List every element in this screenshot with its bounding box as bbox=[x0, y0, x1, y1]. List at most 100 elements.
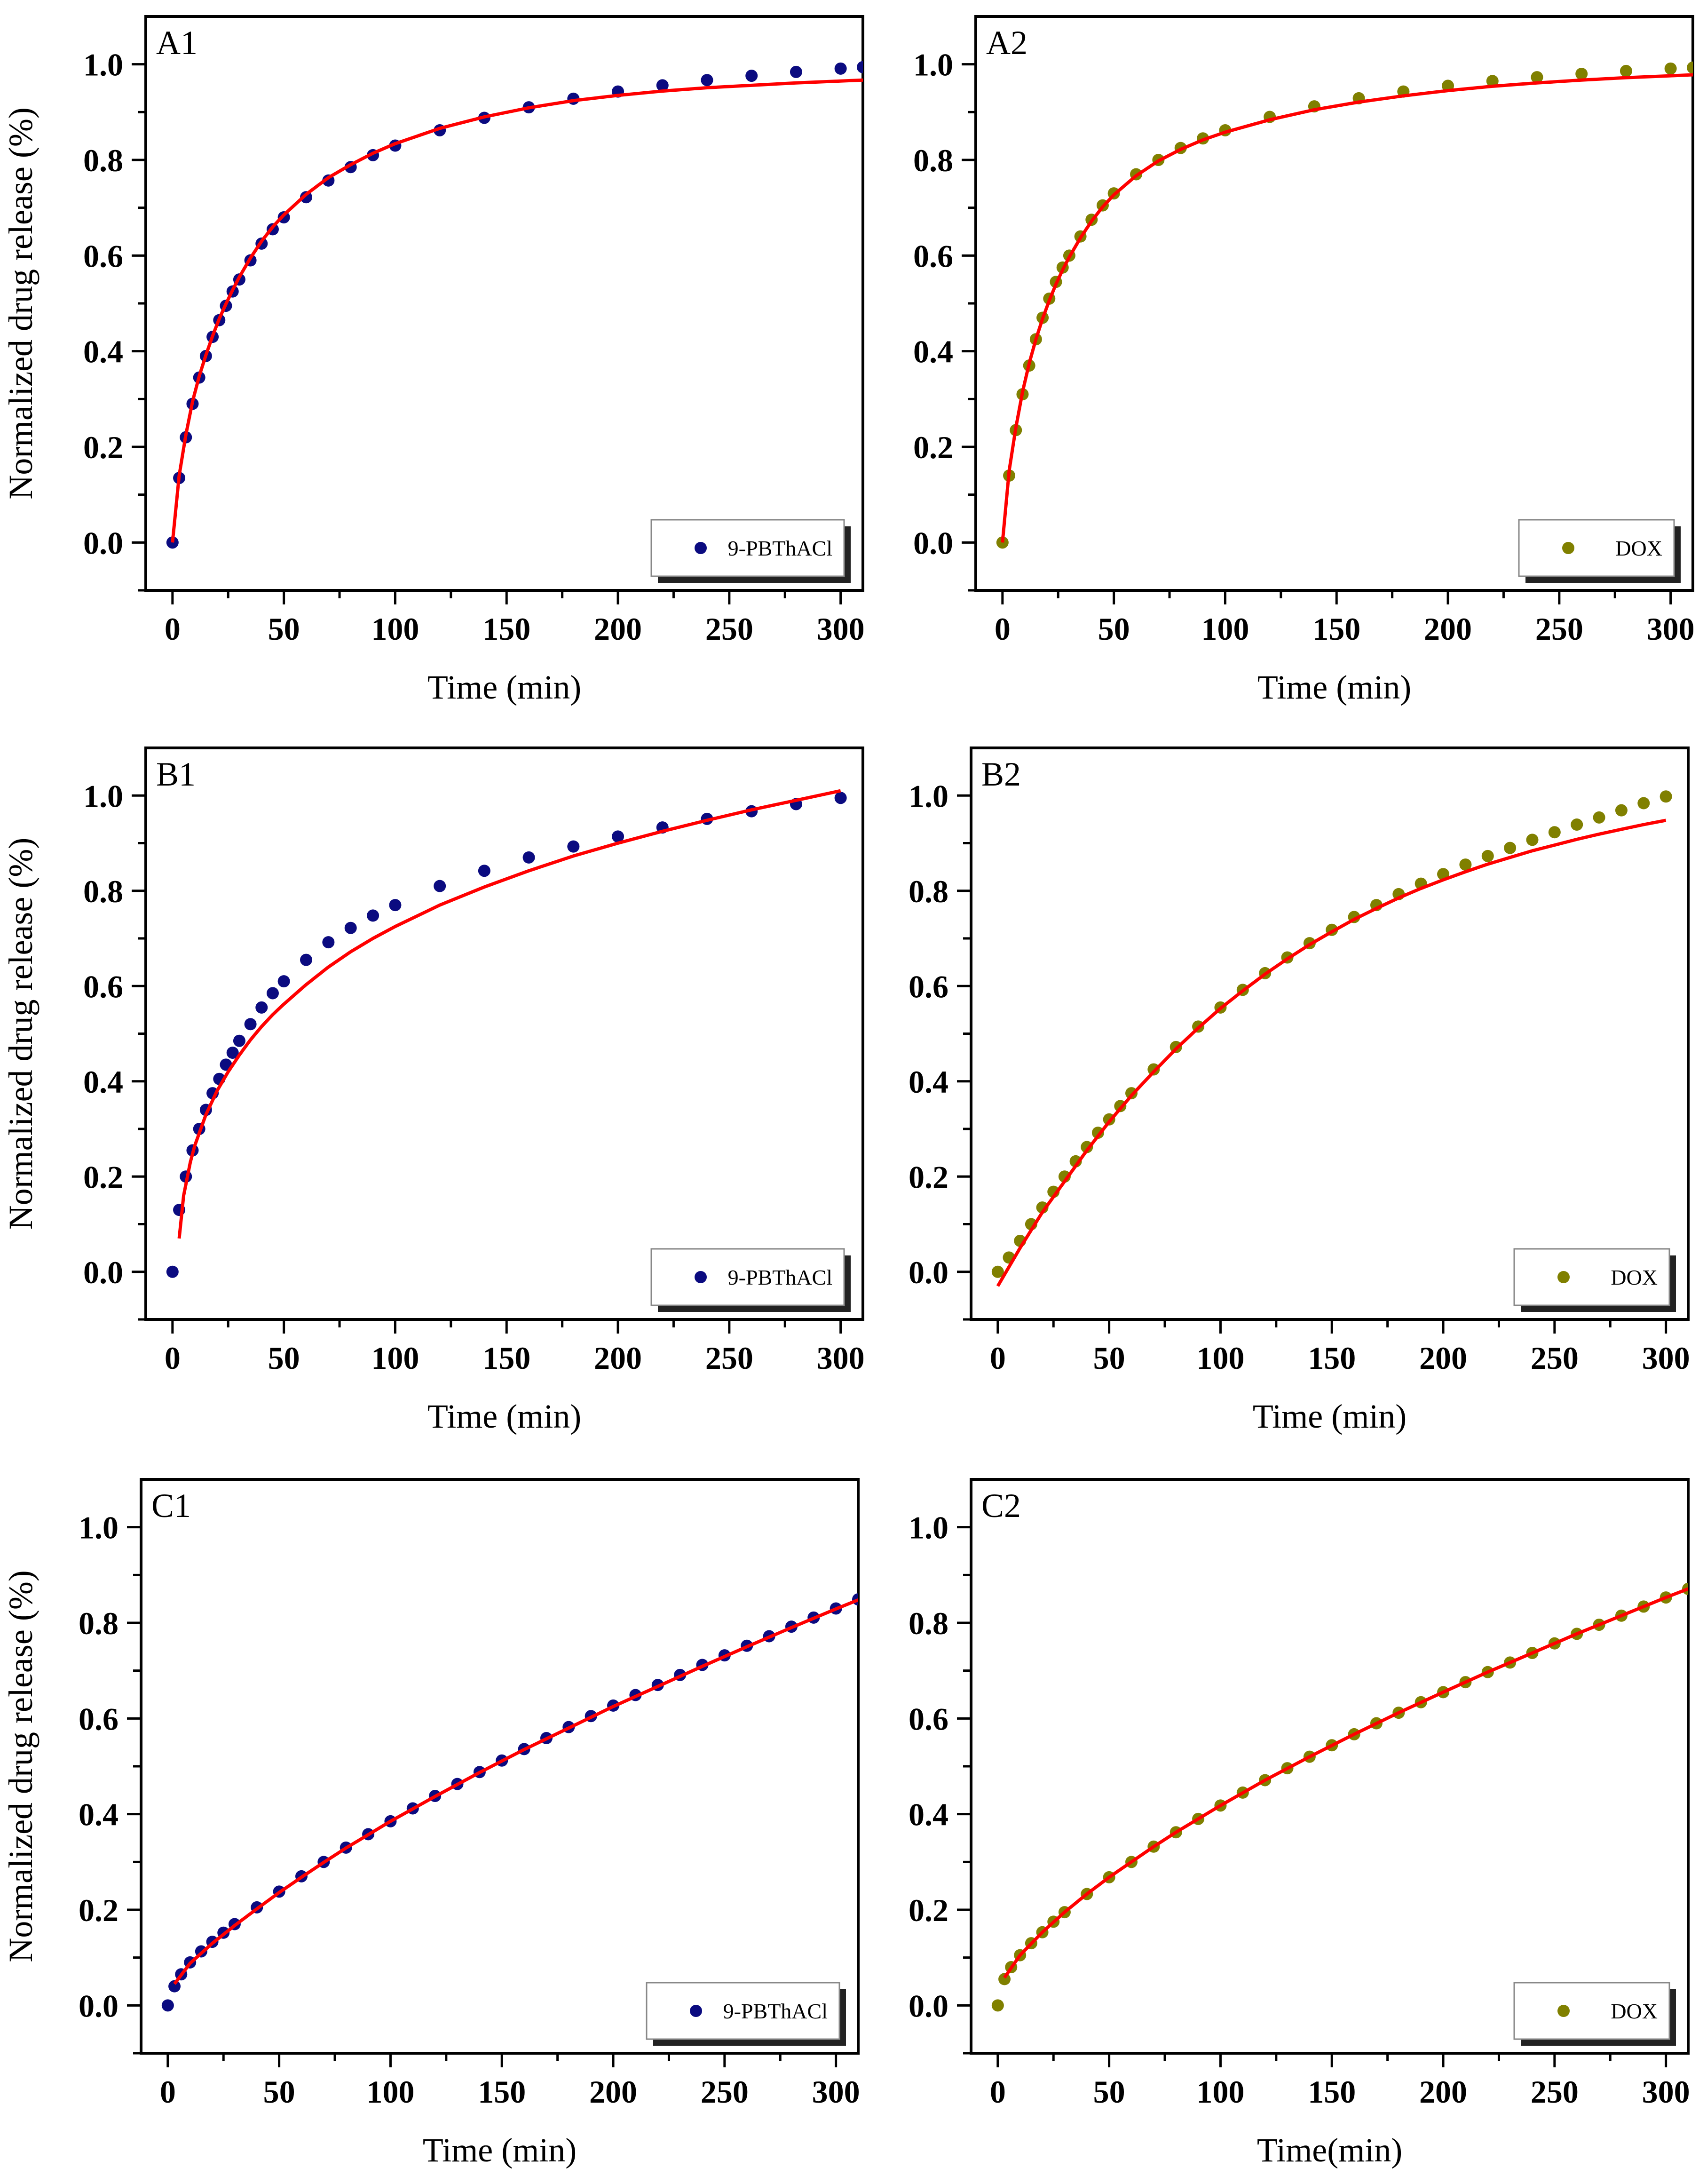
data-point bbox=[991, 1265, 1004, 1278]
x-tick-label: 50 bbox=[268, 611, 300, 647]
data-point bbox=[612, 830, 624, 843]
panel-label: A2 bbox=[986, 24, 1027, 62]
data-series bbox=[161, 1593, 858, 2012]
x-tick-label: 300 bbox=[812, 2074, 860, 2110]
x-tick-label: 0 bbox=[165, 611, 181, 647]
data-point bbox=[344, 921, 357, 934]
y-tick-label: 0.0 bbox=[83, 1255, 123, 1290]
x-tick-label: 100 bbox=[371, 1340, 419, 1376]
data-point bbox=[567, 840, 580, 853]
data-point bbox=[161, 1999, 174, 2012]
data-point bbox=[434, 880, 446, 892]
plot-frame bbox=[974, 15, 1694, 592]
legend-marker bbox=[1562, 542, 1574, 554]
legend-marker bbox=[690, 2005, 702, 2017]
x-tick-label: 250 bbox=[705, 1340, 753, 1376]
y-axis-title: Normalized drug release (%) bbox=[2, 838, 40, 1230]
y-tick-label: 0.2 bbox=[79, 1892, 119, 1928]
plot-area bbox=[161, 1593, 858, 2012]
y-tick-label: 0.8 bbox=[83, 143, 123, 178]
legend-label: DOX bbox=[1611, 1265, 1658, 1289]
y-tick-label: 0.8 bbox=[83, 874, 123, 909]
data-point bbox=[1687, 61, 1693, 74]
legend-box bbox=[1513, 1248, 1670, 1306]
legend-marker bbox=[695, 542, 707, 554]
panel-label: C2 bbox=[981, 1487, 1021, 1525]
legend-label: DOX bbox=[1615, 536, 1662, 560]
x-tick-label: 300 bbox=[817, 611, 865, 647]
x-axis-title: Time (min) bbox=[427, 1398, 581, 1435]
data-point bbox=[168, 1980, 181, 1993]
x-tick-label: 300 bbox=[1642, 2074, 1690, 2110]
y-tick-label: 0.8 bbox=[913, 143, 953, 178]
data-point bbox=[852, 1593, 858, 1606]
x-tick-label: 100 bbox=[371, 611, 419, 647]
data-point bbox=[1548, 826, 1561, 839]
x-tick-label: 0 bbox=[160, 2074, 176, 2110]
x-tick-label: 250 bbox=[701, 2074, 749, 2110]
data-point bbox=[277, 975, 290, 988]
data-point bbox=[226, 1047, 239, 1059]
legend-box bbox=[646, 1982, 840, 2040]
x-tick-label: 200 bbox=[1419, 1340, 1467, 1376]
data-point bbox=[300, 191, 312, 204]
x-axis-title: Time (min) bbox=[423, 2131, 577, 2169]
x-tick-label: 0 bbox=[990, 2074, 1006, 2110]
y-tick-label: 0.2 bbox=[913, 429, 953, 465]
y-tick-label: 0.0 bbox=[909, 1255, 948, 1290]
data-point bbox=[478, 865, 490, 877]
panel-label: B2 bbox=[981, 755, 1021, 793]
chart-panel-c2: 0 50 100 150 200 250 300 0.0 0.2 0.4 0.6 0.8 1.0 Time… bbox=[909, 1478, 1690, 2169]
data-series bbox=[166, 61, 863, 549]
data-point bbox=[1504, 842, 1517, 854]
data-point bbox=[834, 62, 847, 75]
y-axis-title: Normalized drug release (%) bbox=[2, 1570, 40, 1962]
data-series bbox=[166, 792, 847, 1278]
y-tick-label: 0.8 bbox=[79, 1605, 119, 1641]
data-point bbox=[1526, 834, 1539, 846]
chart-panel-b2: 0 50 100 150 200 250 300 0.0 0.2 0.4 0.6 0.8 1.0 Time… bbox=[909, 747, 1690, 1435]
fit-line bbox=[996, 818, 1667, 1287]
data-point bbox=[1593, 811, 1605, 824]
plot-area bbox=[996, 61, 1693, 549]
x-tick-label: 150 bbox=[1312, 611, 1360, 647]
y-tick-label: 0.6 bbox=[909, 1701, 948, 1737]
x-tick-label: 50 bbox=[1093, 2074, 1125, 2110]
y-tick-label: 1.0 bbox=[83, 778, 123, 814]
fit-line bbox=[171, 78, 863, 543]
y-tick-label: 0.2 bbox=[83, 429, 123, 465]
data-point bbox=[656, 79, 669, 92]
fit-line bbox=[1001, 73, 1693, 543]
data-point bbox=[244, 1018, 257, 1031]
data-series bbox=[991, 1582, 1688, 2012]
data-point bbox=[166, 1265, 179, 1278]
plot-frame bbox=[970, 1478, 1690, 2055]
legend-label: 9-PBThACl bbox=[723, 1999, 828, 2023]
y-tick-label: 0.6 bbox=[913, 238, 953, 274]
y-tick-label: 1.0 bbox=[79, 1510, 119, 1546]
fit-line bbox=[177, 789, 841, 1239]
x-tick-label: 100 bbox=[1201, 611, 1249, 647]
y-tick-label: 0.8 bbox=[909, 874, 948, 909]
x-tick-label: 250 bbox=[1535, 611, 1583, 647]
legend-box bbox=[1518, 519, 1675, 577]
data-point bbox=[322, 936, 335, 949]
y-tick-label: 0.2 bbox=[909, 1892, 948, 1928]
legend: DOX bbox=[1513, 1248, 1676, 1312]
x-tick-label: 100 bbox=[1196, 1340, 1244, 1376]
data-point bbox=[1637, 797, 1650, 810]
data-point bbox=[255, 1001, 268, 1014]
legend-box bbox=[650, 519, 845, 577]
y-tick-label: 0.6 bbox=[83, 238, 123, 274]
y-tick-label: 1.0 bbox=[83, 47, 123, 83]
x-tick-label: 150 bbox=[1308, 2074, 1356, 2110]
data-point bbox=[1459, 858, 1472, 871]
data-point bbox=[1664, 62, 1677, 75]
x-tick-label: 200 bbox=[594, 611, 642, 647]
plot-frame bbox=[140, 1478, 860, 2055]
y-tick-label: 0.2 bbox=[83, 1159, 123, 1195]
plot-frame bbox=[144, 747, 864, 1321]
legend-label: DOX bbox=[1611, 1999, 1658, 2023]
legend-label: 9-PBThACl bbox=[728, 1265, 832, 1289]
